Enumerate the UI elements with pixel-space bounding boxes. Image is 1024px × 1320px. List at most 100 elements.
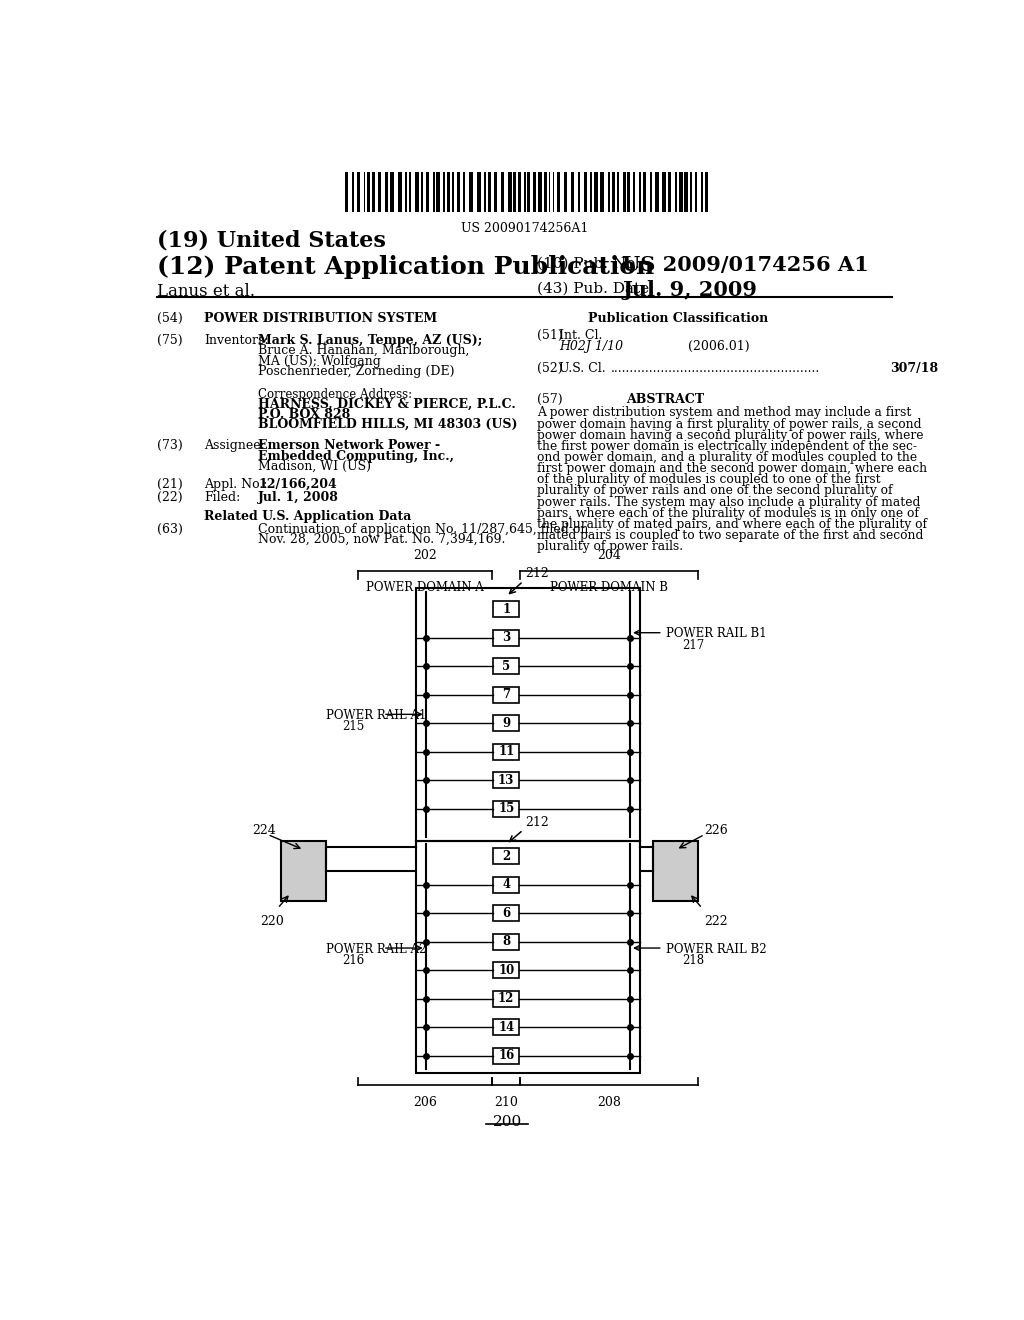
Bar [493,849,519,865]
Text: 224: 224 [252,824,275,837]
Text: ......................................................: ........................................… [611,362,820,375]
Bar [469,173,473,213]
Text: Continuation of application No. 11/287,645, filed on: Continuation of application No. 11/287,6… [258,523,589,536]
Text: plurality of power rails and one of the second plurality of: plurality of power rails and one of the … [538,484,893,498]
Bar [493,876,519,892]
Bar [390,173,394,213]
Text: 8: 8 [502,936,510,948]
Text: POWER DOMAIN B: POWER DOMAIN B [550,581,668,594]
Bar [690,173,692,213]
Text: HARNESS, DICKEY & PIERCE, P.L.C.: HARNESS, DICKEY & PIERCE, P.L.C. [258,397,516,411]
Bar [633,173,635,213]
Text: 206: 206 [414,1096,437,1109]
Bar [364,173,366,213]
Bar [493,601,519,618]
Text: (10) Pub. No.:: (10) Pub. No.: [538,257,645,271]
Bar [426,173,429,213]
Text: 220: 220 [260,915,284,928]
Bar [518,173,521,213]
Text: ond power domain, and a plurality of modules coupled to the: ond power domain, and a plurality of mod… [538,451,918,465]
Text: 1: 1 [502,603,510,615]
Bar [433,173,435,213]
Bar [493,630,519,645]
Bar [488,173,492,213]
Text: MA (US); Wolfgang: MA (US); Wolfgang [258,355,381,368]
Bar [544,173,547,213]
Text: 307/18: 307/18 [890,362,938,375]
Text: 4: 4 [502,878,510,891]
Bar [624,173,626,213]
Bar [417,589,640,841]
Bar [356,173,359,213]
Text: Lanus et al.: Lanus et al. [158,284,255,300]
Bar [662,173,666,213]
Bar [553,173,554,213]
Bar [415,173,419,213]
Text: of the plurality of modules is coupled to one of the first: of the plurality of modules is coupled t… [538,474,881,486]
Text: (12) Patent Application Publication: (12) Patent Application Publication [158,255,654,279]
Text: 218: 218 [682,954,705,968]
Bar [649,173,652,213]
Bar [282,841,327,900]
Text: POWER RAIL B1: POWER RAIL B1 [666,627,767,640]
Bar [494,173,497,213]
Bar [669,173,672,213]
Bar [679,173,683,213]
Bar [446,173,451,213]
Text: Int. Cl.: Int. Cl. [559,330,602,342]
Text: (52): (52) [538,362,563,375]
Bar [378,173,381,213]
Text: (21): (21) [158,478,183,491]
Text: Mark S. Lanus, Tempe, AZ (US);: Mark S. Lanus, Tempe, AZ (US); [258,334,482,347]
Text: 204: 204 [597,549,621,562]
Text: Jul. 1, 2008: Jul. 1, 2008 [258,491,339,504]
Bar [409,173,411,213]
Bar [675,173,677,213]
Text: 15: 15 [498,803,514,816]
Bar [600,173,604,213]
Text: power domain having a first plurality of power rails, a second: power domain having a first plurality of… [538,417,922,430]
Text: 16: 16 [498,1049,514,1063]
Text: Publication Classification: Publication Classification [588,313,768,326]
Bar [493,962,519,978]
Bar [385,173,388,213]
Text: (54): (54) [158,313,183,326]
Text: (51): (51) [538,330,563,342]
Bar [404,173,407,213]
Text: US 20090174256A1: US 20090174256A1 [461,222,589,235]
Text: power rails. The system may also include a plurality of mated: power rails. The system may also include… [538,496,921,508]
Bar [457,173,460,213]
Bar [700,173,703,213]
Text: pairs, where each of the plurality of modules is in only one of: pairs, where each of the plurality of mo… [538,507,920,520]
Text: Nov. 28, 2005, now Pat. No. 7,394,169.: Nov. 28, 2005, now Pat. No. 7,394,169. [258,533,506,546]
Text: 226: 226 [705,824,728,837]
Bar [463,173,465,213]
Bar [532,173,537,213]
Text: POWER RAIL B2: POWER RAIL B2 [666,942,767,956]
Bar [639,173,641,213]
Bar [549,173,550,213]
Bar [643,173,646,213]
Text: (22): (22) [158,491,183,504]
Text: 202: 202 [414,549,437,562]
Text: the plurality of mated pairs, and where each of the plurality of: the plurality of mated pairs, and where … [538,517,927,531]
Text: first power domain and the second power domain, where each: first power domain and the second power … [538,462,928,475]
Bar [493,800,519,817]
Text: 210: 210 [495,1096,518,1109]
Text: 215: 215 [342,721,365,734]
Text: mated pairs is coupled to two separate of the first and second: mated pairs is coupled to two separate o… [538,529,924,543]
Text: Madison, WI (US): Madison, WI (US) [258,461,372,474]
Bar [493,1019,519,1035]
Bar [501,173,504,213]
Bar [483,173,486,213]
Text: Embedded Computing, Inc.,: Embedded Computing, Inc., [258,450,455,463]
Text: 12: 12 [498,993,514,1006]
Bar [627,173,630,213]
Bar [417,841,640,1073]
Bar [564,173,567,213]
Text: 11: 11 [498,746,514,758]
Bar [612,173,614,213]
Bar [594,173,598,213]
Bar [493,906,519,921]
Text: 10: 10 [498,964,514,977]
